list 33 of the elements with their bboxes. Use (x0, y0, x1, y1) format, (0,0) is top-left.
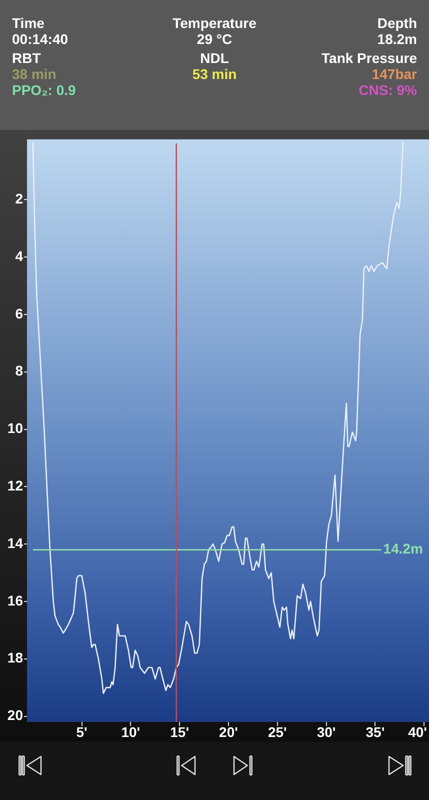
y-tick-label: 10 (7, 420, 24, 436)
x-tick-label: 5' (76, 724, 88, 740)
x-tick-label: 20' (219, 724, 238, 740)
x-tick-label: 10' (121, 724, 140, 740)
text: Time (12, 15, 44, 32)
text: RBT (12, 50, 41, 67)
text: 00:14:40 (12, 31, 68, 48)
text: NDL (200, 50, 229, 67)
y-tick-label: 16 (7, 592, 24, 608)
x-tick-label: 40' (408, 724, 428, 740)
y-tick-label: 14 (7, 534, 24, 551)
y-tick-label: 12 (7, 478, 24, 494)
y-tick-label: 2 (15, 190, 24, 207)
text: Depth (377, 15, 417, 32)
x-tick-label: 25' (268, 724, 287, 740)
text: 147bar (372, 66, 417, 83)
text: Tank Pressure (322, 50, 417, 67)
text: 38 min (12, 66, 56, 83)
text: PPO₂: 0.9 (12, 82, 76, 99)
x-tick-label: 30' (316, 724, 336, 740)
text: 18.2m (377, 31, 417, 48)
y-tick-label: 6 (15, 305, 24, 322)
x-tick-label: 15' (170, 724, 190, 740)
text: 53 min (192, 66, 237, 83)
ref-line-label: 14.2m (383, 540, 424, 557)
text: CNS: 9% (358, 82, 417, 99)
y-tick-label: 20 (7, 707, 24, 724)
y-tick-label: 4 (15, 248, 24, 264)
y-tick-label: 18 (7, 650, 24, 666)
y-tick-label: 8 (15, 362, 24, 379)
text: Temperature (172, 15, 256, 32)
text: 29 °C (196, 31, 232, 48)
x-tick-label: 35' (366, 724, 385, 740)
